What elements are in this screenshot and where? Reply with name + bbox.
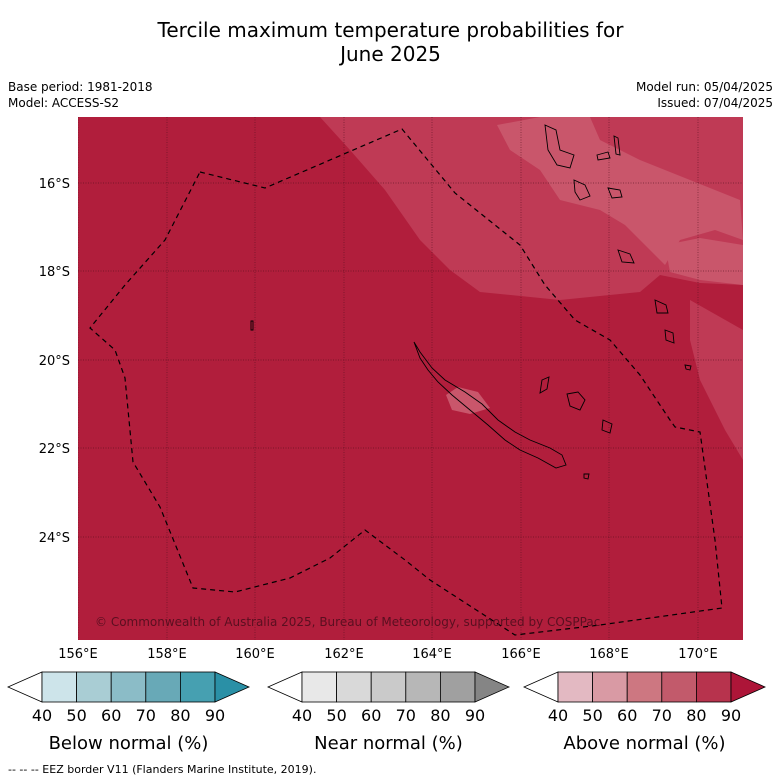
loyalty-island-3 [601, 419, 613, 434]
colorbar-tick-label: 40 [292, 706, 312, 725]
colorbar-tick-label: 90 [465, 706, 485, 725]
colorbar-segment [557, 671, 593, 703]
lon-label: 168°E [589, 647, 629, 662]
colorbar-segment [145, 671, 181, 703]
meta-left: Base period: 1981-2018 Model: ACCESS-S2 [8, 79, 153, 111]
colorbar-extend-high [730, 671, 766, 703]
lon-label: 170°E [678, 647, 718, 662]
vanuatu-ambae [596, 151, 611, 161]
colorbar-group: 40 50 60 70 80 90 Below normal (%) 40 50 60 70 80 90… [7, 671, 766, 754]
colorbar-segment [592, 671, 628, 703]
model-name: Model: ACCESS-S2 [8, 96, 120, 110]
colorbar-segment [370, 671, 407, 703]
vanuatu-malekula [573, 179, 591, 201]
vanuatu-erromango [617, 249, 635, 264]
colorbar-segment [696, 671, 732, 703]
footnote: -- -- -- EEZ border V11 (Flanders Marine… [8, 763, 317, 776]
probability-field-low-nc [446, 387, 490, 414]
colorbar-extend-high [214, 671, 250, 703]
meta-right: Model run: 05/04/2025 Issued: 07/04/2025 [636, 79, 773, 111]
colorbar-tick-label: 50 [582, 706, 602, 725]
colorbar-segment [41, 671, 77, 703]
colorbar-tick-label: 70 [136, 706, 156, 725]
colorbar-segment [301, 671, 337, 703]
title-line-1: Tercile maximum temperature probabilitie… [157, 18, 624, 42]
colorbar-tick-label: 70 [396, 706, 416, 725]
eez-border [89, 128, 723, 636]
colorbar-tick-label: 80 [686, 706, 706, 725]
lat-labels: 16°S 18°S 20°S 22°S 24°S [39, 177, 70, 546]
vanuatu-espiritu-santo [544, 124, 575, 169]
lon-label: 166°E [501, 647, 541, 662]
colorbar-tick-label: 80 [170, 706, 190, 725]
issued-date: Issued: 07/04/2025 [657, 96, 773, 110]
colorbar-tick-label: 80 [430, 706, 450, 725]
colorbar-segment [179, 671, 216, 703]
vanuatu-efate [607, 187, 623, 199]
vanuatu-pentecost [613, 135, 621, 156]
isle-of-pines [583, 473, 590, 480]
colorbar-extend-low [267, 671, 303, 703]
lat-label: 22°S [39, 442, 70, 457]
coastlines [250, 124, 692, 480]
colorbar-tick-label: 90 [721, 706, 741, 725]
colorbar-tick-label: 60 [617, 706, 637, 725]
probability-field-low-east [665, 238, 743, 285]
colorbar: 40 50 60 70 80 90 Below normal (%) [7, 671, 250, 754]
colorbar-tick-label: 70 [652, 706, 672, 725]
hunter-island [684, 364, 692, 371]
colorbar-title: Near normal (%) [314, 733, 463, 754]
loyalty-island-1 [539, 376, 550, 394]
colorbar-tick-label: 50 [66, 706, 86, 725]
colorbar-tick-label: 40 [32, 706, 52, 725]
colorbar-segment [336, 671, 372, 703]
lon-label: 160°E [235, 647, 275, 662]
lon-labels: 156°E 158°E 160°E 162°E 164°E 166°E 168°… [58, 647, 718, 662]
gridlines [78, 117, 743, 640]
vanuatu-tanna [654, 299, 669, 314]
title-line-2: June 2025 [340, 42, 441, 66]
colorbar-extend-high [474, 671, 510, 703]
map-area: © Commonwealth of Australia 2025, Bureau… [78, 117, 743, 640]
base-period: Base period: 1981-2018 [8, 80, 153, 94]
lat-label: 16°S [39, 177, 70, 192]
probability-field-mid-east [690, 300, 743, 460]
lon-label: 156°E [58, 647, 98, 662]
colorbar: 40 50 60 70 80 90 Above normal (%) [523, 671, 766, 754]
lat-label: 24°S [39, 531, 70, 546]
colorbar-extend-low [7, 671, 43, 703]
lat-label: 18°S [39, 265, 70, 280]
lon-label: 164°E [412, 647, 452, 662]
model-run: Model run: 05/04/2025 [635, 80, 773, 94]
lon-label: 162°E [324, 647, 364, 662]
colorbar-tick-label: 60 [101, 706, 121, 725]
colorbar-segment [626, 671, 663, 703]
copyright-text: © Commonwealth of Australia 2025, Bureau… [95, 615, 600, 629]
colorbar-segment [439, 671, 476, 703]
loyalty-island-2 [566, 391, 586, 411]
colorbar-extend-low [523, 671, 559, 703]
chesterfield-islet [250, 320, 254, 331]
lat-label: 20°S [39, 354, 70, 369]
lon-label: 158°E [147, 647, 187, 662]
colorbar-title: Above normal (%) [563, 733, 725, 754]
colorbar-tick-label: 50 [326, 706, 346, 725]
colorbar-tick-label: 40 [548, 706, 568, 725]
colorbar-segment [110, 671, 147, 703]
colorbar-title: Below normal (%) [49, 733, 209, 754]
chart-title: Tercile maximum temperature probabilitie… [0, 18, 781, 66]
colorbar-tick-label: 90 [205, 706, 225, 725]
colorbar-segment [405, 671, 441, 703]
new-caledonia-coast [413, 341, 567, 469]
colorbar-segment [76, 671, 112, 703]
matthew-island [664, 329, 675, 344]
colorbar-segment [661, 671, 697, 703]
colorbar-tick-label: 60 [361, 706, 381, 725]
